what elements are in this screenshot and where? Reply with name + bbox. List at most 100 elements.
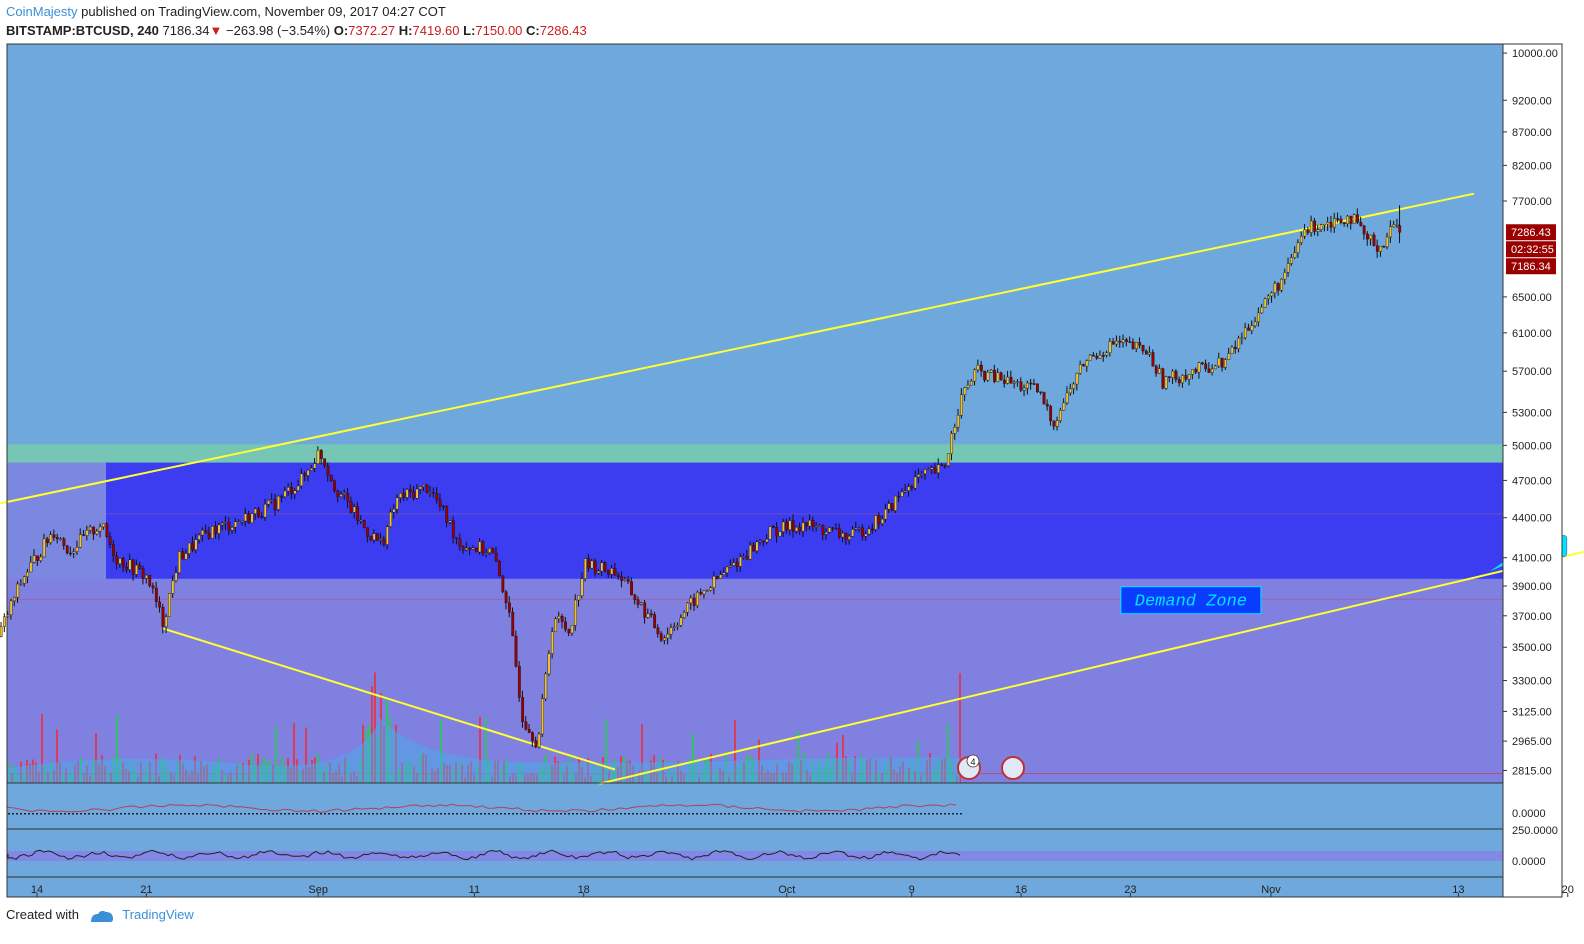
candle-up xyxy=(1240,337,1244,340)
macd-histogram-bar xyxy=(536,813,538,815)
candle-down xyxy=(1009,376,1013,384)
candle-up xyxy=(197,534,201,540)
tradingview-link[interactable]: TradingView xyxy=(122,907,194,922)
macd-histogram-bar xyxy=(16,813,18,815)
candle-down xyxy=(752,545,756,552)
candle-up xyxy=(828,527,831,533)
macd-histogram-bar xyxy=(252,813,254,815)
candle-down xyxy=(455,537,459,539)
macd-histogram-bar xyxy=(640,813,642,815)
macd-histogram-bar xyxy=(836,813,838,815)
macd-histogram-bar xyxy=(792,813,794,815)
x-tick-label: 16 xyxy=(1015,884,1027,896)
candle-down xyxy=(369,536,373,541)
candle-down xyxy=(521,697,525,723)
macd-histogram-bar xyxy=(908,813,910,815)
chart-header: CoinMajesty published on TradingView.com… xyxy=(6,3,1576,43)
candle-down xyxy=(214,526,218,534)
volume-bar xyxy=(116,715,118,783)
candle-down xyxy=(141,568,145,579)
macd-histogram-bar xyxy=(344,813,346,815)
macd-histogram-bar xyxy=(176,813,178,815)
candle-up xyxy=(1296,242,1300,253)
macd-histogram-bar xyxy=(352,813,354,815)
candle-up xyxy=(389,511,393,527)
macd-histogram-bar xyxy=(720,813,722,815)
candle-up xyxy=(1243,327,1247,339)
y-tick-label: 10000.00 xyxy=(1512,48,1558,60)
candle-up xyxy=(418,486,422,490)
candle-down xyxy=(933,467,937,474)
candle-up xyxy=(574,599,577,626)
candle-down xyxy=(1039,391,1043,393)
demand-zone-label: Demand Zone xyxy=(1135,593,1247,612)
candle-down xyxy=(161,607,165,627)
x-tick-label: 18 xyxy=(578,884,590,896)
candle-down xyxy=(979,364,983,372)
candle-up xyxy=(1085,360,1089,367)
candle-down xyxy=(260,516,264,518)
macd-histogram-bar xyxy=(392,813,394,815)
candle-up xyxy=(1267,295,1270,300)
candle-down xyxy=(940,464,944,466)
macd-histogram-bar xyxy=(544,813,546,815)
candle-down xyxy=(1349,215,1353,224)
price-badge xyxy=(1506,258,1556,275)
candle-up xyxy=(293,490,297,495)
candle-down xyxy=(1141,344,1145,352)
y-tick-label: 6100.00 xyxy=(1512,328,1552,340)
macd-histogram-bar xyxy=(600,813,602,815)
macd-histogram-bar xyxy=(508,813,510,815)
macd-histogram-bar xyxy=(212,813,214,815)
open-value: 7372.27 xyxy=(348,23,396,38)
candle-down xyxy=(649,613,653,616)
candle-down xyxy=(692,597,696,606)
macd-histogram-bar xyxy=(748,813,750,815)
candle-up xyxy=(1012,381,1016,384)
macd-histogram-bar xyxy=(764,813,766,815)
event-count-badge xyxy=(966,754,980,768)
x-tick-label: 14 xyxy=(31,884,43,896)
candle-down xyxy=(805,522,808,527)
candle-down xyxy=(491,548,495,554)
macd-histogram-bar xyxy=(660,813,662,815)
candle-up xyxy=(339,494,343,497)
author-link[interactable]: CoinMajesty xyxy=(6,4,78,19)
candle-down xyxy=(633,594,637,601)
candle-down xyxy=(1003,379,1006,384)
macd-histogram-bar xyxy=(256,813,258,815)
macd-histogram-bar xyxy=(872,813,874,815)
macd-histogram-bar xyxy=(428,813,430,815)
candle-up xyxy=(102,523,105,528)
macd-histogram-bar xyxy=(376,813,378,815)
rsi-line xyxy=(7,849,961,861)
volume-bar xyxy=(56,729,58,783)
macd-histogram-bar xyxy=(808,813,810,815)
macd-histogram-bar xyxy=(752,813,754,815)
candle-down xyxy=(69,552,72,555)
macd-histogram-bar xyxy=(396,813,398,815)
candle-up xyxy=(250,513,254,523)
macd-histogram-bar xyxy=(364,813,366,815)
candle-down xyxy=(303,473,307,476)
candle-up xyxy=(237,521,241,523)
candle-up xyxy=(392,508,396,513)
candle-up xyxy=(220,522,224,526)
candle-up xyxy=(1171,370,1175,378)
macd-histogram-bar xyxy=(208,813,210,815)
candle-up xyxy=(696,592,699,606)
x-tick-label: Nov xyxy=(1261,884,1281,896)
candle-up xyxy=(1224,359,1227,368)
candle-up xyxy=(128,559,132,570)
candle-down xyxy=(871,528,874,531)
candle-up xyxy=(29,562,33,573)
candle-up xyxy=(732,562,736,566)
candle-down xyxy=(52,534,56,538)
candle-down xyxy=(504,591,508,604)
macd-histogram-bar xyxy=(700,813,702,815)
macd-histogram-bar xyxy=(76,813,78,815)
candle-down xyxy=(636,599,640,605)
candle-down xyxy=(653,614,657,628)
candle-up xyxy=(682,612,686,619)
